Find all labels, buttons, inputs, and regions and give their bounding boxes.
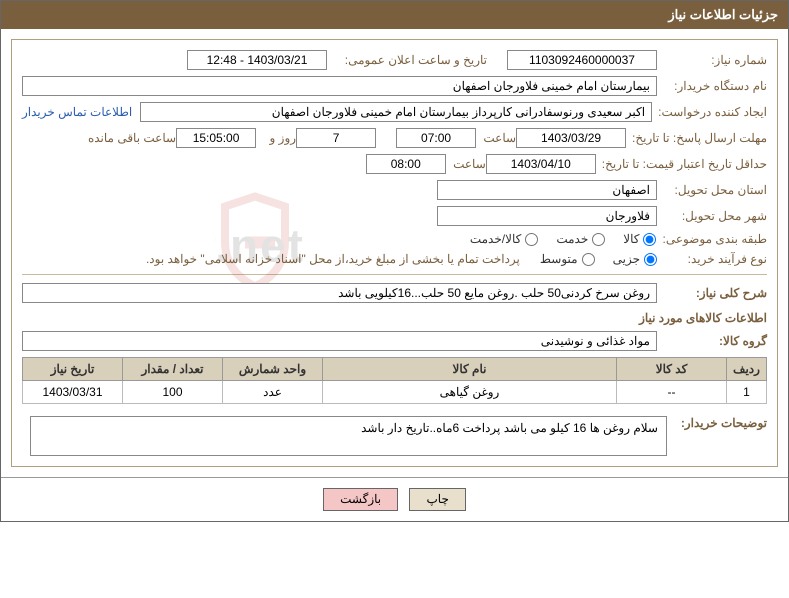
- cell-unit: عدد: [223, 381, 323, 404]
- delivery-province-label: استان محل تحویل:: [657, 183, 767, 197]
- buyer-org-value: بیمارستان امام خمینی فلاورجان اصفهان: [22, 76, 657, 96]
- goods-group-label: گروه کالا:: [657, 334, 767, 348]
- th-code: کد کالا: [617, 358, 727, 381]
- radio-goods[interactable]: کالا: [623, 232, 656, 246]
- requester-value: اکبر سعیدی ورنوسفادرانی کارپرداز بیمارست…: [140, 102, 652, 122]
- buyer-comment-value: سلام روغن ها 16 کیلو می باشد پرداخت 6ماه…: [30, 416, 667, 456]
- radio-service-input[interactable]: [592, 233, 605, 246]
- reply-deadline-time: 07:00: [396, 128, 476, 148]
- days-and-label: روز و: [256, 131, 296, 145]
- th-date: تاریخ نیاز: [23, 358, 123, 381]
- radio-medium[interactable]: متوسط: [540, 252, 595, 266]
- cell-qty: 100: [123, 381, 223, 404]
- reply-deadline-label: مهلت ارسال پاسخ: تا تاریخ:: [626, 131, 767, 145]
- delivery-province-value: اصفهان: [437, 180, 657, 200]
- goods-group-value: مواد غذائی و نوشیدنی: [22, 331, 657, 351]
- buyer-comment-label: توضیحات خریدار:: [667, 416, 767, 430]
- items-table: ردیف کد کالا نام کالا واحد شمارش تعداد /…: [22, 357, 767, 404]
- cell-date: 1403/03/31: [23, 381, 123, 404]
- announce-dt-value: 1403/03/21 - 12:48: [187, 50, 327, 70]
- price-validity-time: 08:00: [366, 154, 446, 174]
- radio-goods-input[interactable]: [643, 233, 656, 246]
- radio-medium-input[interactable]: [582, 253, 595, 266]
- payment-note: پرداخت تمام یا بخشی از مبلغ خرید،از محل …: [146, 252, 520, 266]
- purchase-type-radio-group: جزیی متوسط: [540, 252, 657, 266]
- radio-goods-service-label: کالا/خدمت: [470, 232, 521, 246]
- panel-header: جزئیات اطلاعات نیاز: [1, 1, 788, 29]
- buyer-contact-link[interactable]: اطلاعات تماس خریدار: [22, 105, 132, 119]
- radio-goods-label: کالا: [623, 232, 639, 246]
- cell-code: --: [617, 381, 727, 404]
- delivery-city-value: فلاورجان: [437, 206, 657, 226]
- table-row: 1--روغن گیاهیعدد1001403/03/31: [23, 381, 767, 404]
- radio-minor[interactable]: جزیی: [613, 252, 657, 266]
- time-label-2: ساعت: [446, 157, 486, 171]
- items-info-label: اطلاعات کالاهای مورد نیاز: [22, 311, 767, 325]
- remaining-days: 7: [296, 128, 376, 148]
- remaining-time: 15:05:00: [176, 128, 256, 148]
- need-number-value: 1103092460000037: [507, 50, 657, 70]
- details-panel: ProTender.net شماره نیاز: 11030924600000…: [11, 39, 778, 467]
- print-button[interactable]: چاپ: [409, 488, 465, 511]
- delivery-city-label: شهر محل تحویل:: [657, 209, 767, 223]
- need-desc-value: روغن سرخ کردنی50 حلب .روغن مایع 50 حلب..…: [22, 283, 657, 303]
- radio-goods-service[interactable]: کالا/خدمت: [470, 232, 538, 246]
- radio-goods-service-input[interactable]: [525, 233, 538, 246]
- cell-name: روغن گیاهی: [323, 381, 617, 404]
- th-qty: تعداد / مقدار: [123, 358, 223, 381]
- radio-service[interactable]: خدمت: [556, 232, 605, 246]
- announce-dt-label: تاریخ و ساعت اعلان عمومی:: [327, 53, 487, 67]
- category-label: طبقه بندی موضوعی:: [656, 232, 767, 246]
- radio-minor-input[interactable]: [644, 253, 657, 266]
- reply-deadline-date: 1403/03/29: [516, 128, 626, 148]
- purchase-type-label: نوع فرآیند خرید:: [657, 252, 767, 266]
- radio-medium-label: متوسط: [540, 252, 578, 266]
- th-name: نام کالا: [323, 358, 617, 381]
- buyer-org-label: نام دستگاه خریدار:: [657, 79, 767, 93]
- th-row: ردیف: [727, 358, 767, 381]
- category-radio-group: کالا خدمت کالا/خدمت: [470, 232, 657, 246]
- cell-row: 1: [727, 381, 767, 404]
- back-button[interactable]: بازگشت: [323, 488, 398, 511]
- need-number-label: شماره نیاز:: [657, 53, 767, 67]
- radio-service-label: خدمت: [556, 232, 588, 246]
- need-desc-label: شرح کلی نیاز:: [657, 286, 767, 300]
- radio-minor-label: جزیی: [613, 252, 640, 266]
- button-bar: چاپ بازگشت: [1, 477, 788, 521]
- price-validity-date: 1403/04/10: [486, 154, 596, 174]
- th-unit: واحد شمارش: [223, 358, 323, 381]
- time-label-1: ساعت: [476, 131, 516, 145]
- remaining-suffix: ساعت باقی مانده: [82, 131, 176, 145]
- requester-label: ایجاد کننده درخواست:: [652, 105, 767, 119]
- price-validity-label: حداقل تاریخ اعتبار قیمت: تا تاریخ:: [596, 157, 767, 171]
